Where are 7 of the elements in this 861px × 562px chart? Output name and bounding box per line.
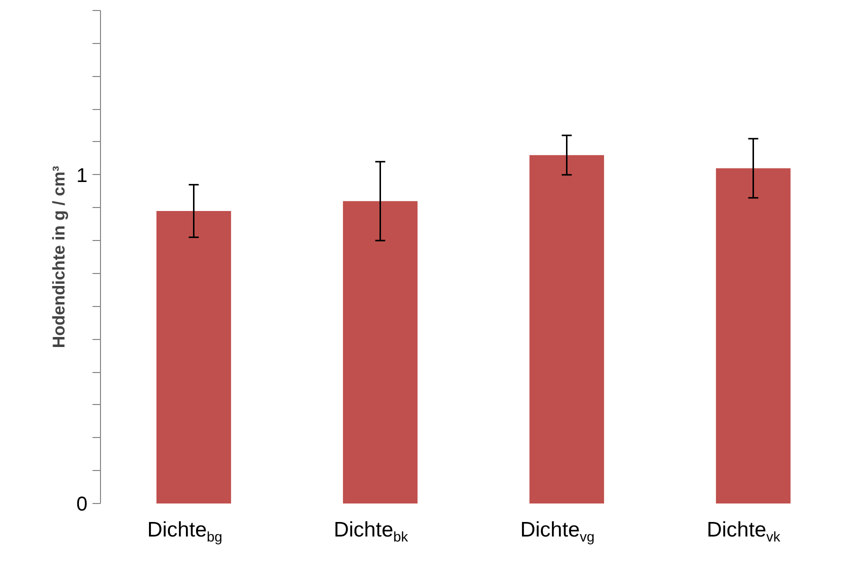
bar [156,210,232,504]
y-tick-label: 1 [76,164,88,187]
y-tick-label: 0 [76,494,88,516]
bar [342,201,418,504]
bar [716,168,791,504]
y-axis-title: Hodendichte in g / cm³ [49,166,68,348]
bar [529,155,604,504]
